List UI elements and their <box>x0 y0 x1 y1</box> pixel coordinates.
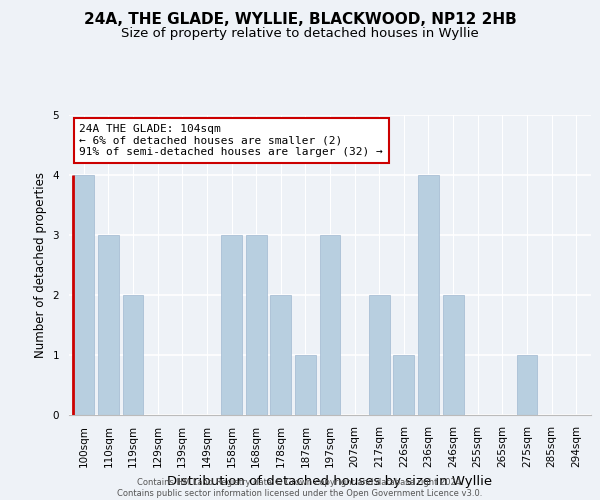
Text: Size of property relative to detached houses in Wyllie: Size of property relative to detached ho… <box>121 28 479 40</box>
Y-axis label: Number of detached properties: Number of detached properties <box>34 172 47 358</box>
Bar <box>98 235 119 415</box>
Bar <box>295 355 316 415</box>
Text: 24A, THE GLADE, WYLLIE, BLACKWOOD, NP12 2HB: 24A, THE GLADE, WYLLIE, BLACKWOOD, NP12 … <box>83 12 517 28</box>
Bar <box>270 295 291 415</box>
Bar <box>418 175 439 415</box>
Bar <box>443 295 464 415</box>
Bar <box>122 295 143 415</box>
Bar <box>221 235 242 415</box>
Bar <box>517 355 538 415</box>
Bar <box>320 235 340 415</box>
Bar <box>245 235 266 415</box>
Bar <box>73 175 94 415</box>
X-axis label: Distribution of detached houses by size in Wyllie: Distribution of detached houses by size … <box>167 475 493 488</box>
Text: Contains HM Land Registry data © Crown copyright and database right 2024.
Contai: Contains HM Land Registry data © Crown c… <box>118 478 482 498</box>
Text: 24A THE GLADE: 104sqm
← 6% of detached houses are smaller (2)
91% of semi-detach: 24A THE GLADE: 104sqm ← 6% of detached h… <box>79 124 383 157</box>
Bar <box>394 355 415 415</box>
Bar <box>369 295 390 415</box>
